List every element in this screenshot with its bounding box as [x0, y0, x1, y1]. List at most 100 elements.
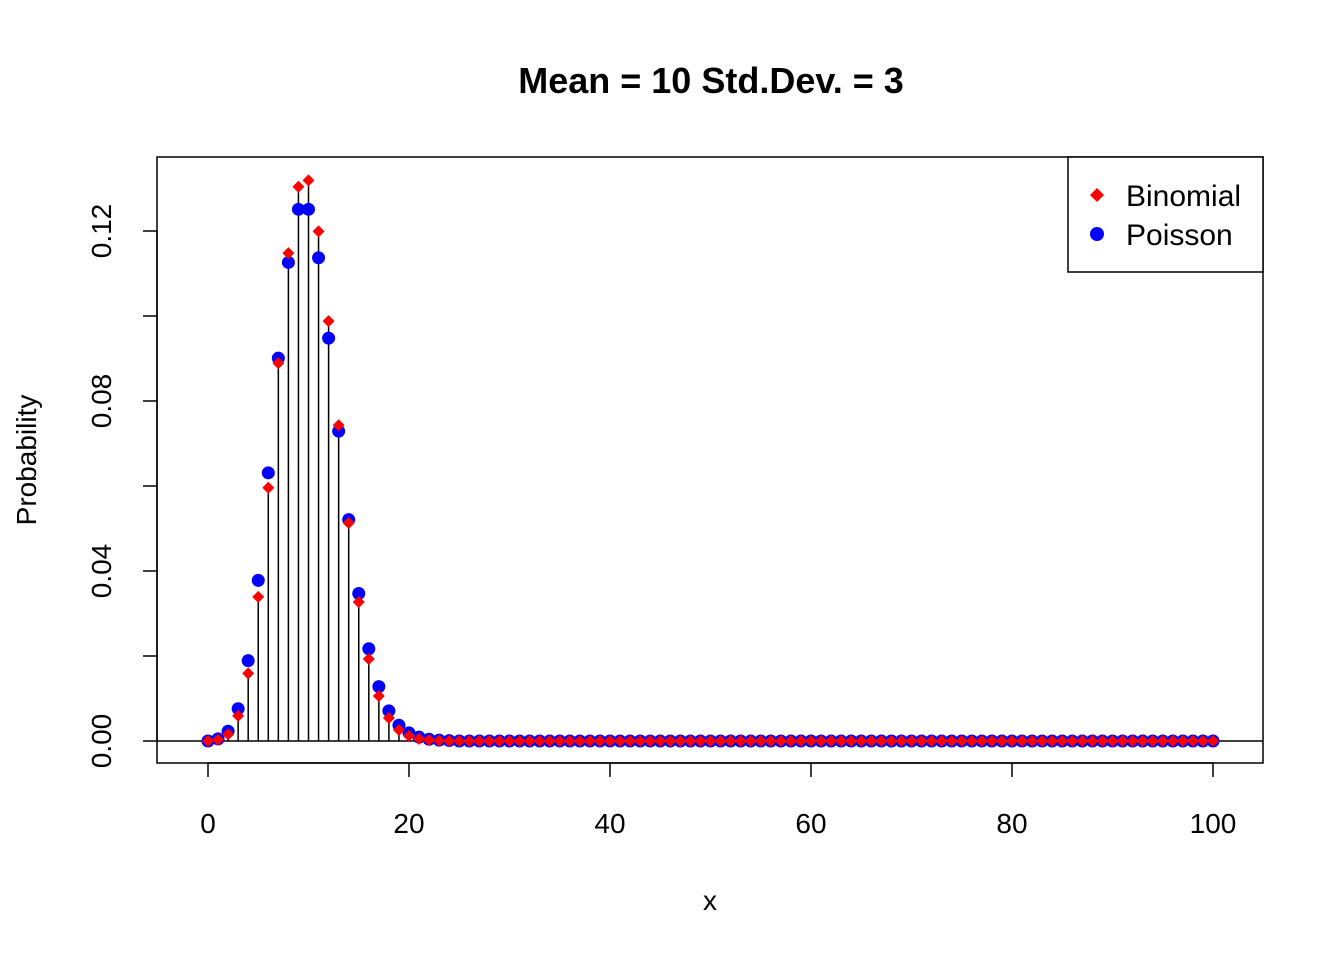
binomial-point — [533, 735, 546, 747]
binomial-point — [744, 735, 757, 747]
binomial-point — [322, 315, 335, 328]
legend-label-binomial: Binomial — [1126, 180, 1241, 213]
binomial-point — [382, 712, 395, 725]
y-tick-label: 0.08 — [86, 374, 117, 429]
binomial-point — [654, 735, 667, 747]
binomial-point — [232, 709, 245, 722]
binomial-point — [865, 735, 878, 747]
binomial-point — [1116, 735, 1129, 747]
binomial-point — [423, 734, 436, 747]
binomial-point — [1036, 735, 1049, 747]
binomial-point — [372, 689, 385, 702]
poisson-point — [322, 331, 336, 345]
binomial-point — [392, 723, 405, 736]
poisson-point — [312, 251, 326, 265]
binomial-point — [664, 735, 677, 747]
x-axis: 0 20 40 60 80 100 — [200, 762, 1237, 839]
binomial-point — [302, 174, 315, 187]
poisson-point — [291, 202, 305, 216]
binomial-point — [965, 735, 978, 747]
poisson-point — [231, 702, 245, 716]
binomial-point — [1186, 735, 1199, 747]
binomial-point — [1207, 735, 1219, 747]
binomial-point — [714, 735, 727, 747]
binomial-point — [1056, 735, 1069, 747]
binomial-point — [503, 735, 516, 747]
binomial-point — [523, 735, 536, 747]
binomial-point — [805, 735, 817, 747]
binomial-point — [885, 735, 898, 747]
binomial-point — [905, 735, 918, 747]
binomial-point — [1006, 735, 1018, 747]
poisson-point — [302, 202, 315, 216]
binomial-point — [463, 735, 476, 747]
x-tick-label: 40 — [594, 808, 625, 839]
poisson-point — [372, 680, 386, 694]
binomial-point — [614, 735, 627, 747]
poisson-point — [281, 255, 295, 269]
legend-marker-poisson — [1090, 227, 1104, 241]
poisson-point — [382, 704, 396, 718]
binomial-point — [955, 735, 968, 747]
series-poisson — [201, 202, 1220, 748]
x-tick-label: 60 — [795, 808, 826, 839]
binomial-point — [563, 735, 576, 747]
binomial-point — [413, 732, 426, 745]
binomial-point — [835, 735, 848, 747]
x-tick-label: 80 — [996, 808, 1027, 839]
x-tick-label: 100 — [1190, 808, 1237, 839]
poisson-point — [261, 466, 275, 480]
y-tick-label: 0.12 — [86, 204, 117, 259]
binomial-point — [252, 590, 265, 603]
binomial-point — [975, 735, 988, 747]
legend: Binomial Poisson — [1067, 156, 1264, 273]
binomial-point — [1076, 735, 1089, 747]
binomial-point — [734, 735, 747, 747]
binomial-point — [815, 735, 828, 747]
binomial-point — [202, 735, 214, 747]
binomial-point — [242, 667, 255, 680]
y-tick-label: 0.00 — [86, 714, 117, 769]
stem-lines — [227, 180, 400, 741]
binomial-point — [1096, 735, 1109, 747]
binomial-point — [362, 652, 375, 665]
binomial-point — [272, 357, 285, 370]
binomial-point — [453, 735, 466, 747]
binomial-point — [1136, 735, 1149, 747]
binomial-point — [704, 735, 717, 747]
binomial-point — [604, 735, 616, 747]
binomial-point — [312, 225, 325, 238]
binomial-point — [493, 735, 506, 747]
binomial-point — [875, 735, 888, 747]
y-tick-label: 0.04 — [86, 544, 117, 599]
binomial-point — [644, 735, 657, 747]
binomial-point — [282, 247, 295, 260]
y-axis: 0.00 0.04 0.08 0.12 — [86, 204, 158, 769]
binomial-point — [684, 735, 697, 747]
poisson-point — [251, 573, 265, 587]
binomial-point — [1066, 735, 1079, 747]
binomial-point — [473, 735, 486, 747]
binomial-point — [754, 735, 767, 747]
binomial-point — [433, 734, 446, 747]
binomial-point — [774, 735, 787, 747]
binomial-point — [543, 735, 556, 747]
binomial-point — [262, 481, 275, 494]
binomial-point — [1196, 735, 1209, 747]
binomial-point — [855, 735, 868, 747]
legend-box — [1067, 156, 1264, 273]
binomial-point — [443, 735, 456, 747]
poisson-point — [362, 642, 376, 656]
binomial-point — [332, 419, 345, 432]
legend-label-poisson: Poisson — [1126, 219, 1233, 252]
poisson-point — [241, 654, 255, 668]
binomial-point — [583, 735, 596, 747]
poisson-point — [352, 587, 366, 601]
series-binomial — [202, 174, 1219, 747]
binomial-point — [1176, 735, 1189, 747]
binomial-point — [825, 735, 838, 747]
binomial-point — [1046, 735, 1059, 747]
x-tick-label: 0 — [200, 808, 216, 839]
binomial-point — [925, 735, 938, 747]
binomial-point — [1106, 735, 1119, 747]
